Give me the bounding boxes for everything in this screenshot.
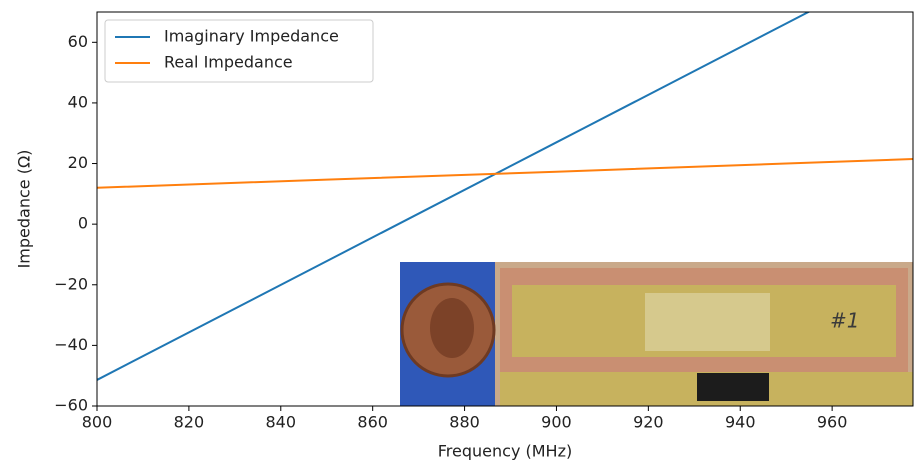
x-tick-label: 860	[357, 413, 388, 432]
x-tick-label: 960	[817, 413, 848, 432]
connector	[697, 373, 769, 401]
x-tick-label: 900	[541, 413, 572, 432]
plot-frame	[96, 11, 914, 407]
y-tick-label: 40	[68, 92, 88, 111]
x-tick-label: 840	[266, 413, 297, 432]
series-line	[97, 158, 913, 189]
x-tick-label: 820	[174, 413, 205, 432]
x-tick-label: 800	[82, 413, 113, 432]
x-tick-label: 940	[725, 413, 756, 432]
y-tick-label: 0	[78, 214, 88, 233]
legend-label: Real Impedance	[164, 53, 293, 72]
y-axis-label: Impedance (Ω)	[15, 150, 34, 269]
y-tick-label: 20	[68, 153, 88, 172]
x-tick-label: 920	[633, 413, 664, 432]
y-tick-label: 60	[68, 32, 88, 51]
tape-patch	[645, 293, 770, 351]
plot-lines	[97, 12, 913, 381]
series-line	[97, 12, 811, 381]
y-tick-label: −40	[54, 335, 88, 354]
legend-box	[104, 19, 374, 83]
penny-relief	[430, 298, 474, 358]
legend-label: Imaginary Impedance	[164, 27, 339, 46]
x-axis-label: Frequency (MHz)	[438, 442, 572, 461]
y-tick-label: −60	[54, 396, 88, 415]
x-tick-label: 880	[449, 413, 480, 432]
inset-annotation: #1	[830, 309, 859, 333]
inset-photo: #1	[400, 262, 913, 406]
y-tick-label: −20	[54, 274, 88, 293]
